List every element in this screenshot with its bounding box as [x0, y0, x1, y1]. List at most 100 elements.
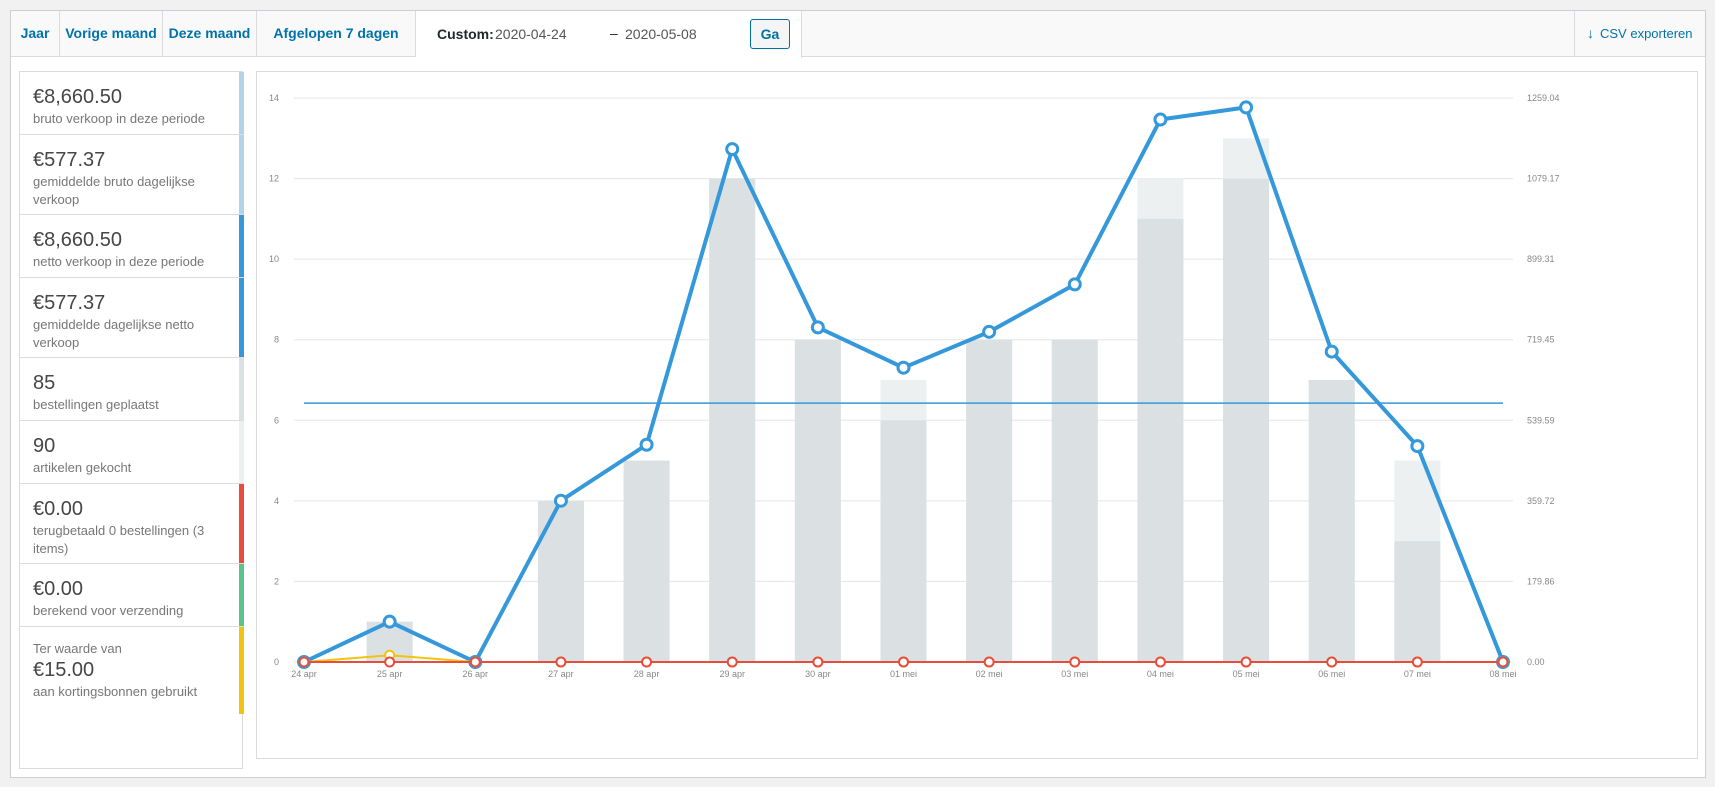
data-point	[1411, 656, 1423, 668]
y-left-tick-label: 4	[274, 496, 279, 506]
bar-orders	[1137, 218, 1184, 662]
y-right-tick-label: 1079.17	[1527, 174, 1560, 184]
legend-item-coupons[interactable]: Ter waarde van €15.00 aan kortingsbonnen…	[20, 627, 244, 714]
csv-export-label: CSV exporteren	[1600, 26, 1693, 41]
legend-desc: aan kortingsbonnen gebruikt	[33, 684, 198, 699]
legend-value: €0.00	[33, 498, 84, 520]
y-right-tick-label: 359.72	[1527, 496, 1555, 506]
data-point	[898, 656, 909, 668]
legend-color-bar	[239, 564, 244, 626]
data-point	[726, 656, 738, 668]
data-point	[298, 656, 310, 668]
legend-color-bar	[239, 278, 244, 357]
legend-desc: artikelen gekocht	[33, 460, 132, 475]
x-tick-label: 05 mei	[1233, 669, 1260, 679]
data-point	[1326, 656, 1338, 668]
legend-color-bar	[239, 627, 244, 714]
legend-item-avg-gross[interactable]: €577.37 gemiddelde bruto dagelijkse verk…	[20, 135, 244, 215]
data-point	[641, 656, 653, 668]
legend-item-shipping[interactable]: €0.00 berekend voor verzending	[20, 564, 244, 627]
y-right-tick-label: 0.00	[1527, 657, 1545, 667]
date-range-nav: Jaar Vorige maand Deze maand Afgelopen 7…	[11, 11, 1705, 58]
legend-value: €8,660.50	[33, 229, 122, 251]
data-point	[896, 360, 911, 375]
legend-color-bar	[239, 135, 244, 214]
data-point	[725, 142, 740, 157]
date-separator: –	[610, 25, 618, 41]
legend-value: €577.37	[33, 292, 106, 314]
data-point	[553, 493, 568, 508]
legend-item-refunded[interactable]: €0.00 terugbetaald 0 bestellingen (3 ite…	[20, 484, 244, 564]
y-right-tick-label: 539.59	[1527, 415, 1555, 425]
legend-color-bar	[239, 358, 244, 420]
x-tick-label: 01 mei	[890, 669, 917, 679]
report-frame: Jaar Vorige maand Deze maand Afgelopen 7…	[10, 10, 1706, 778]
legend-value: €577.37	[33, 149, 106, 171]
tab-year[interactable]: Jaar	[11, 11, 60, 57]
y-right-tick-label: 179.86	[1527, 576, 1555, 586]
data-point	[1154, 656, 1166, 668]
data-point	[1410, 439, 1425, 454]
x-tick-label: 02 mei	[976, 669, 1003, 679]
y-right-tick-label: 719.45	[1527, 335, 1555, 345]
x-tick-label: 27 apr	[548, 669, 574, 679]
chart-container: 0 2 4 6 8 10 12 14 0.00 179.86 359.72 539.59 719.45 8…	[256, 71, 1698, 759]
legend-item-net-sales[interactable]: €8,660.50 netto verkoop in deze periode	[20, 215, 244, 278]
sales-chart: 0 2 4 6 8 10 12 14 0.00 179.86 359.72 539.59 719.45 8…	[269, 93, 1560, 679]
x-tick-label: 29 apr	[719, 669, 745, 679]
data-point	[1497, 656, 1509, 668]
data-point	[812, 656, 824, 668]
x-tick-label: 28 apr	[634, 669, 660, 679]
bar-orders	[1394, 541, 1441, 662]
data-point	[555, 656, 567, 668]
bar-orders	[537, 500, 584, 662]
legend-desc: netto verkoop in deze periode	[33, 254, 205, 269]
data-point	[810, 320, 825, 335]
data-point	[382, 614, 397, 629]
csv-export-link[interactable]: ↓ CSV exporteren	[1574, 11, 1705, 57]
legend-desc: bruto verkoop in deze periode	[33, 111, 206, 126]
y-left-tick-label: 0	[274, 657, 279, 667]
legend-desc: bestellingen geplaatst	[33, 397, 159, 412]
x-tick-label: 06 mei	[1318, 669, 1345, 679]
go-button[interactable]: Ga	[750, 19, 790, 49]
data-point	[1239, 100, 1254, 115]
legend-item-items[interactable]: 90 artikelen gekocht	[20, 421, 244, 484]
legend-desc: gemiddelde dagelijkse netto verkoop	[33, 317, 195, 350]
bar-orders	[1223, 178, 1270, 663]
x-tick-label: 03 mei	[1061, 669, 1088, 679]
custom-label: Custom:	[437, 26, 494, 42]
data-point	[469, 656, 481, 668]
x-tick-label: 26 apr	[463, 669, 489, 679]
bar-orders	[623, 460, 670, 662]
tab-last-7-days[interactable]: Afgelopen 7 dagen	[257, 11, 416, 57]
legend-value: 90	[33, 435, 56, 457]
legend-desc: gemiddelde bruto dagelijkse verkoop	[33, 174, 195, 207]
bar-orders	[709, 178, 756, 663]
chart-legend: €8,660.50 bruto verkoop in deze periode …	[19, 71, 244, 769]
data-point	[982, 324, 997, 339]
data-point	[1153, 112, 1168, 127]
date-to-input[interactable]	[625, 21, 720, 47]
bar-orders	[880, 420, 927, 662]
bar-orders	[966, 339, 1013, 662]
legend-value: €0.00	[33, 578, 84, 600]
data-point	[983, 656, 995, 668]
bar-orders	[1308, 380, 1355, 662]
y-right-tick-label: 1259.04	[1527, 93, 1560, 103]
y-left-tick-label: 2	[274, 576, 279, 586]
legend-color-bar	[239, 215, 244, 277]
legend-value: €8,660.50	[33, 86, 122, 108]
legend-item-avg-net[interactable]: €577.37 gemiddelde dagelijkse netto verk…	[20, 278, 244, 358]
legend-item-orders[interactable]: 85 bestellingen geplaatst	[20, 358, 244, 421]
date-from-input[interactable]	[495, 21, 590, 47]
tab-last-month[interactable]: Vorige maand	[60, 11, 163, 57]
bar-orders	[1051, 339, 1098, 662]
y-left-tick-label: 8	[274, 335, 279, 345]
legend-item-gross-sales[interactable]: €8,660.50 bruto verkoop in deze periode	[20, 72, 244, 135]
x-tick-label: 24 apr	[291, 669, 317, 679]
tab-this-month[interactable]: Deze maand	[163, 11, 257, 57]
legend-color-bar	[239, 421, 244, 483]
legend-desc: terugbetaald 0 bestellingen (3 items)	[33, 523, 205, 556]
x-tick-label: 25 apr	[377, 669, 403, 679]
